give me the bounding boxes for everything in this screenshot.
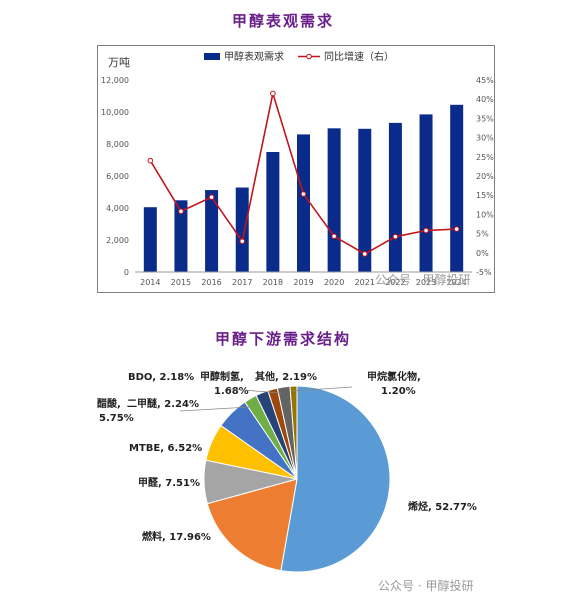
growth-rate-point-2017 <box>239 238 246 245</box>
pie-slice-烯烃 <box>280 385 391 573</box>
pie-leader-line <box>179 406 251 412</box>
y-left-tick-label: 0 <box>124 268 129 277</box>
pie-label-甲烷氯化物: 甲烷氯化物, 1.20% <box>367 370 421 397</box>
y-right-tick-label: 5% <box>476 230 489 239</box>
legend-swatch-marker <box>306 53 312 60</box>
x-tick-label: 2022 <box>385 278 405 287</box>
chart-title-apparent-demand: 甲醇表观需求 <box>231 12 334 30</box>
x-tick-label: 2016 <box>201 278 221 287</box>
growth-rate-point-2019 <box>300 191 307 197</box>
legend-swatch-bar <box>204 53 220 60</box>
bar-demand-2022 <box>388 122 402 272</box>
x-tick-label: 2023 <box>416 278 436 287</box>
bar-line-chart: 万吨 0 2,000 4,000 6,000 8,000 10,000 12,000 -5% 0%… <box>101 50 494 287</box>
pie-label-BDO: BDO, 2.18% <box>128 372 194 383</box>
pie-label-燃料: 燃料, 17.96% <box>142 530 211 543</box>
bar-demand-2017 <box>235 187 249 272</box>
bar-demand-2018 <box>266 152 280 272</box>
growth-rate-point-2014 <box>147 157 154 164</box>
pie-label-二甲醚: 二甲醚, 2.24% <box>127 397 199 410</box>
growth-rate-point-2020 <box>331 233 337 240</box>
pie-label-醋酸: 醋酸, 5.75% <box>97 397 134 424</box>
y-left-tick-label: 12,000 <box>101 76 129 85</box>
bar-chart-frame: 万吨 0 2,000 4,000 6,000 8,000 10,000 12,000 -5% 0%… <box>97 45 495 293</box>
pie-label-烯烃: 烯烃, 52.77% <box>408 500 477 513</box>
y-right-tick-label: 0% <box>476 249 489 258</box>
y-left-tick-label: 10,000 <box>101 108 129 117</box>
x-tick-label: 2024 <box>447 278 467 287</box>
growth-rate-point-2024 <box>453 226 460 232</box>
x-tick-label: 2015 <box>171 278 191 287</box>
growth-rate-point-2016 <box>208 194 215 200</box>
pie-label-MTBE: MTBE, 6.52% <box>129 443 202 454</box>
y-right-tick-label: 40% <box>476 95 494 104</box>
pie-slice-甲烷氯化物 <box>289 385 298 480</box>
y-right-tick-label: 20% <box>476 172 494 181</box>
growth-rate-point-2022 <box>392 233 399 240</box>
x-tick-label: 2021 <box>355 278 375 287</box>
bar-demand-2023 <box>419 114 433 273</box>
legend-label-line: 同比增速（右） <box>324 50 394 63</box>
x-tick-label: 2018 <box>263 278 283 287</box>
y-right-tick-label: 35% <box>476 114 494 123</box>
legend-label-bar: 甲醇表观需求 <box>224 50 284 63</box>
y-left-tick-label: 8,000 <box>106 140 129 149</box>
watermark-bottom: 公众号 · 甲醇投研 <box>378 579 474 593</box>
bar-demand-2024 <box>450 104 464 272</box>
y-right-tick-label: 45% <box>476 76 494 85</box>
bar-demand-2014 <box>143 207 157 272</box>
bar-demand-2021 <box>358 128 372 272</box>
pie-chart: 烯烃, 52.77% 燃料, 17.96% 甲醛, 7.51% MTBE, 6.52%… <box>97 370 477 573</box>
y-left-tick-label: 2,000 <box>106 236 129 245</box>
bar-demand-2015 <box>174 200 188 272</box>
y-right-tick-label: 10% <box>476 210 494 219</box>
watermark-top: 公众号 · 甲醇投研 <box>375 273 471 287</box>
growth-rate-point-2021 <box>361 251 368 257</box>
chart-title-downstream-structure: 甲醇下游需求结构 <box>214 330 351 348</box>
x-tick-label: 2017 <box>232 278 252 287</box>
bar-demand-2020 <box>327 128 341 272</box>
growth-rate-point-2015 <box>178 208 184 215</box>
pie-label-其他: 其他, 2.19% <box>255 370 317 383</box>
y-axis-unit-label: 万吨 <box>108 56 130 69</box>
pie-leader-line <box>229 388 282 394</box>
bar-demand-2016 <box>205 190 219 272</box>
x-tick-label: 2019 <box>293 278 313 287</box>
growth-rate-point-2023 <box>423 227 429 234</box>
y-left-tick-label: 6,000 <box>106 172 129 181</box>
x-tick-label: 2020 <box>324 278 344 287</box>
y-right-tick-label: 25% <box>476 153 494 162</box>
growth-rate-point-2018 <box>270 90 276 97</box>
pie-label-甲醇制氢: 甲醇制氢, 1.68% <box>200 370 249 397</box>
y-right-tick-label: -5% <box>476 268 492 277</box>
y-right-tick-label: 30% <box>476 134 494 143</box>
y-left-tick-label: 4,000 <box>106 204 129 213</box>
y-right-tick-label: 15% <box>476 191 494 200</box>
chart-legend: 甲醇表观需求 同比增速（右） <box>204 50 394 63</box>
x-tick-label: 2014 <box>140 278 160 287</box>
pie-label-甲醛: 甲醛, 7.51% <box>138 476 200 489</box>
pie-leader-line <box>291 386 353 392</box>
bar-demand-2019 <box>297 134 310 272</box>
pie-slice-燃料 <box>206 478 298 572</box>
